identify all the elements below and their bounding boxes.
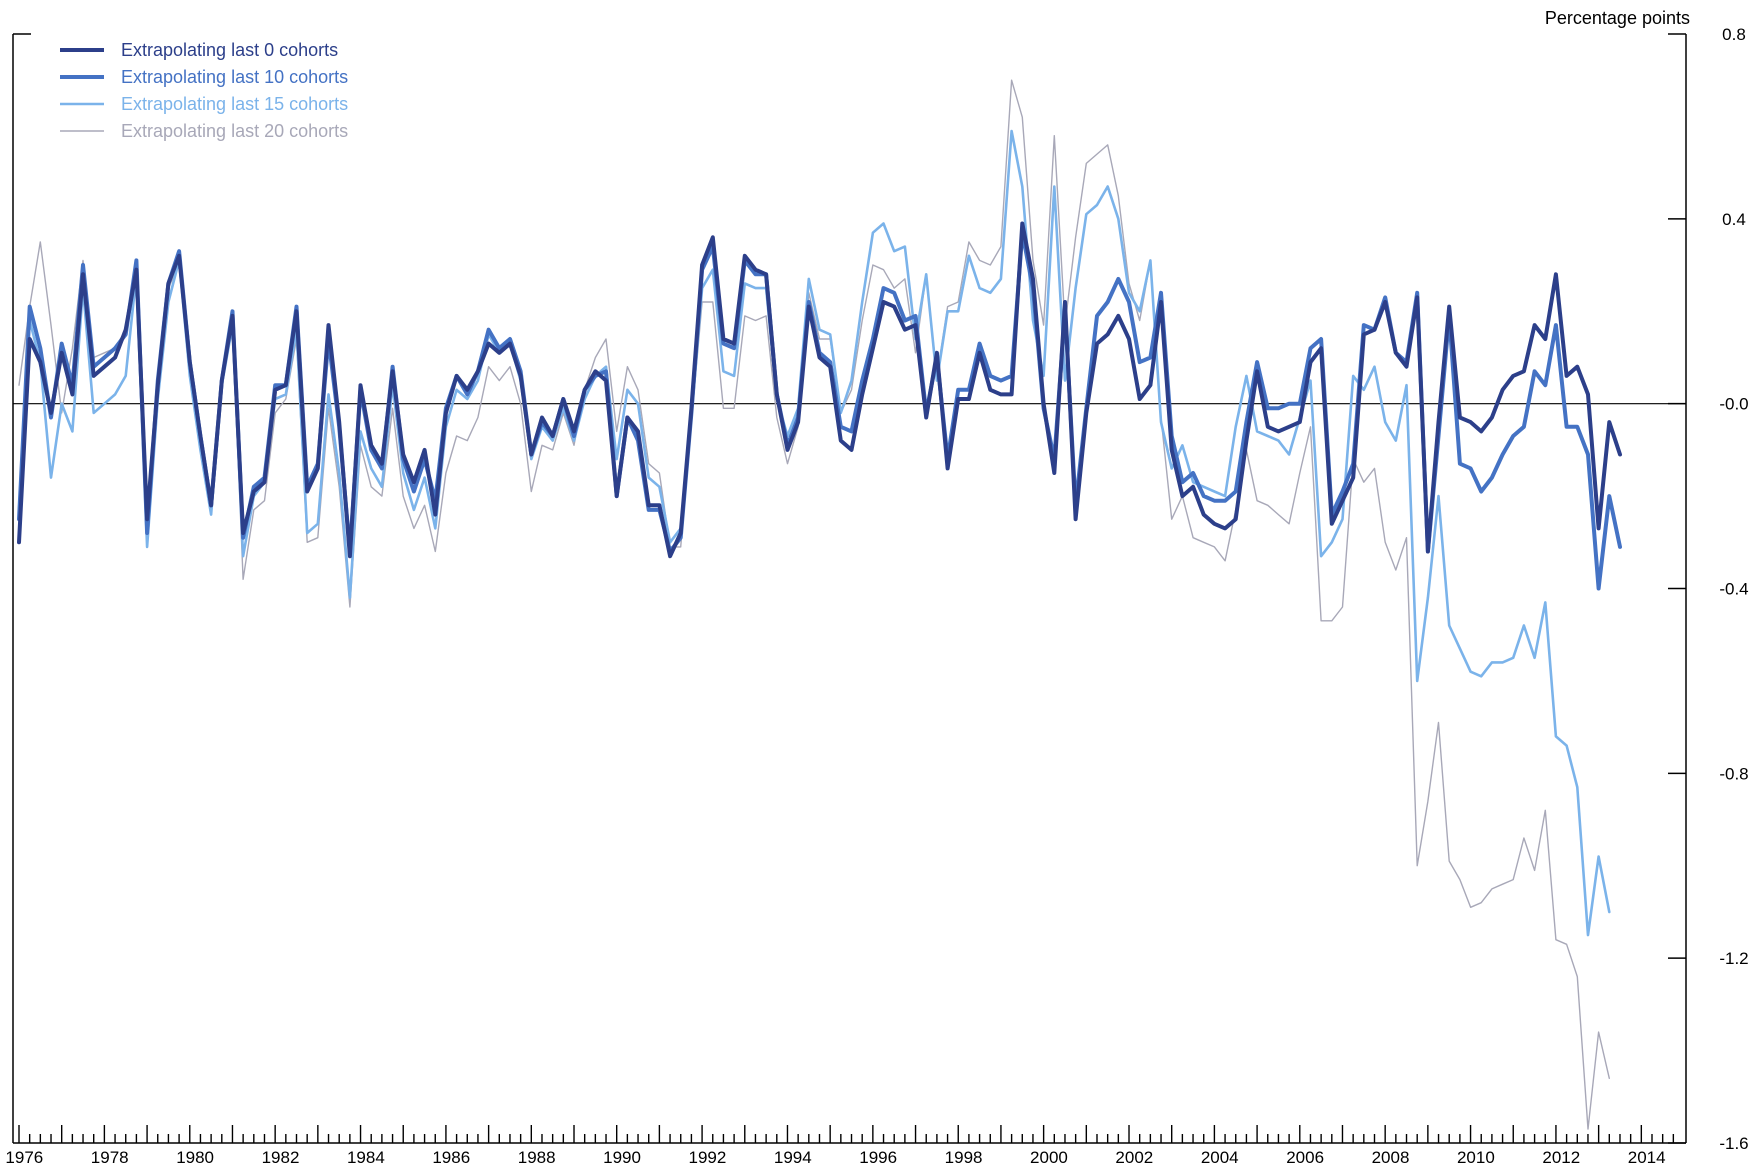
series-line-2 — [17, 129, 1611, 937]
x-tick-label: 1990 — [603, 1148, 641, 1167]
series-line-0 — [17, 221, 1622, 559]
x-tick-label: 1978 — [91, 1148, 129, 1167]
series-line-3 — [18, 79, 1611, 1130]
legend-label-1: Extrapolating last 10 cohorts — [121, 67, 348, 87]
y-tick-label: 0.8 — [1722, 25, 1746, 44]
x-tick-label: 1994 — [774, 1148, 812, 1167]
x-tick-label: 1976 — [5, 1148, 43, 1167]
x-tick-label: 2010 — [1457, 1148, 1495, 1167]
y-tick-label: -0.8 — [1719, 764, 1748, 783]
x-tick-label: 1986 — [432, 1148, 470, 1167]
axes: 0.8 0.4 -0.0 -0.4 -0.8 -1.2 -1.6 1976 1978 1980 19… — [5, 25, 1748, 1167]
y-tick-label: -1.6 — [1719, 1134, 1748, 1153]
x-tick-label: 2006 — [1286, 1148, 1324, 1167]
y-tick-label: -0.0 — [1719, 395, 1748, 414]
x-tick-label: 2014 — [1628, 1148, 1666, 1167]
x-tick-label: 2008 — [1372, 1148, 1410, 1167]
x-tick-label: 2002 — [1115, 1148, 1153, 1167]
legend: Extrapolating last 0 cohorts Extrapolatin… — [60, 40, 348, 141]
x-tick-label: 2004 — [1201, 1148, 1239, 1167]
x-tick-label: 2000 — [1030, 1148, 1068, 1167]
y-tick-label: -0.4 — [1719, 580, 1748, 599]
x-tick-label: 1982 — [262, 1148, 300, 1167]
series-layer — [17, 79, 1622, 1130]
x-tick-label: 1988 — [518, 1148, 556, 1167]
legend-label-0: Extrapolating last 0 cohorts — [121, 40, 338, 60]
y-tick-label: -1.2 — [1719, 949, 1748, 968]
x-tick-label: 1984 — [347, 1148, 385, 1167]
x-tick-label: 1980 — [176, 1148, 214, 1167]
legend-label-3: Extrapolating last 20 cohorts — [121, 121, 348, 141]
legend-label-2: Extrapolating last 15 cohorts — [121, 94, 348, 114]
x-tick-label: 1996 — [859, 1148, 897, 1167]
y-tick-label: 0.4 — [1722, 210, 1746, 229]
series-line-1 — [17, 230, 1622, 591]
x-tick-label: 1998 — [945, 1148, 983, 1167]
x-tick-label: 2012 — [1542, 1148, 1580, 1167]
x-tick-label: 1992 — [689, 1148, 727, 1167]
unit-label: Percentage points — [1545, 8, 1690, 28]
